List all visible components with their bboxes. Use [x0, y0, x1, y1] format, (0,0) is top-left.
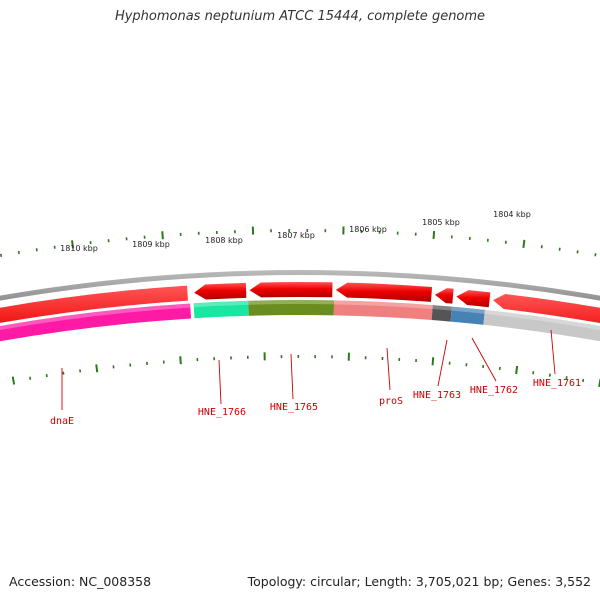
gene-segment-pros[interactable]: [333, 300, 433, 321]
inner-scale-major-tick: [179, 356, 182, 365]
scale-label: 1809 kbp: [132, 240, 170, 249]
outer-scale-major-tick: [161, 231, 164, 240]
gene-labels: dnaE HNE_1766 HNE_1765 proS HNE_1763 HNE_1762…: [50, 329, 581, 427]
forward-strand-genes: [0, 282, 600, 397]
scale-labels: 1804 kbp 1805 kbp 1806 kbp 1807 kbp 1808 kbp…: [60, 210, 531, 253]
inner-scale-major-tick: [11, 376, 16, 385]
gene-label-hne-1763[interactable]: HNE_1763: [413, 390, 461, 401]
forward-gene-arrow-7[interactable]: [493, 294, 600, 397]
outer-scale-minor-tick: [0, 253, 3, 257]
inner-scale-major-tick: [515, 365, 519, 375]
forward-gene-arrow-6[interactable]: [456, 290, 491, 308]
forward-gene-arrow-1[interactable]: [0, 285, 188, 397]
gene-label-dnae[interactable]: dnaE: [50, 416, 74, 427]
forward-gene-arrow-4[interactable]: [335, 282, 433, 302]
genome-backbone: [0, 270, 600, 301]
outer-scale-major-tick: [71, 240, 75, 249]
inner-scale-major-tick: [431, 357, 435, 366]
leader-line-hne-1766: [218, 359, 222, 405]
gene-segment-hne-1761[interactable]: [483, 309, 600, 414]
gene-segment-highlight: [334, 300, 433, 310]
gene-segment-hne-1763[interactable]: [431, 305, 452, 322]
gene-segment-highlight: [193, 300, 249, 308]
leader-line-hne-1761: [550, 329, 556, 375]
gene-segment-hne-1766[interactable]: [193, 300, 249, 319]
gene-label-pros[interactable]: proS: [379, 396, 403, 407]
scale-label: 1804 kbp: [493, 210, 531, 219]
forward-gene-arrow-2[interactable]: [194, 282, 247, 300]
leader-line-hne-1763: [437, 339, 448, 387]
forward-gene-arrow-3[interactable]: [249, 282, 333, 298]
gene-segment-hne-1765[interactable]: [248, 299, 335, 316]
gene-label-hne-1766[interactable]: HNE_1766: [198, 407, 246, 418]
gene-label-hne-1765[interactable]: HNE_1765: [270, 402, 318, 413]
scale-label: 1807 kbp: [277, 231, 315, 240]
gene-segment-highlight: [484, 309, 600, 331]
genome-summary-text: Topology: circular; Length: 3,705,021 bp…: [247, 574, 591, 589]
page-title: Hyphomonas neptunium ATCC 15444, complet…: [114, 9, 486, 24]
outer-scale-major-tick: [432, 230, 436, 240]
gene-segment-highlight: [0, 303, 191, 331]
gene-label-hne-1761[interactable]: HNE_1761: [533, 378, 581, 389]
gene-segment-highlight: [432, 305, 452, 311]
scale-ticks: [0, 226, 600, 387]
leader-line-pros: [386, 347, 391, 391]
leader-line-hne-1765: [290, 353, 294, 400]
gene-segment-highlight: [451, 306, 485, 314]
gene-segment-highlight: [248, 299, 335, 305]
leader-line-hne-1762: [471, 337, 497, 382]
genome-backbone-ring: [0, 270, 600, 301]
inner-scale-major-tick: [95, 364, 99, 373]
outer-scale-major-tick: [522, 239, 526, 248]
gene-segment-hne-1762[interactable]: [450, 306, 485, 325]
gene-segment-dnae[interactable]: [0, 303, 192, 413]
reverse-strand-genes: [0, 299, 600, 414]
scale-label: 1808 kbp: [205, 236, 243, 245]
forward-gene-arrow-5[interactable]: [435, 288, 454, 304]
scale-label: 1810 kbp: [60, 244, 98, 253]
accession-text: Accession: NC_008358: [9, 574, 152, 589]
inner-scale-minor-tick: [582, 378, 585, 383]
scale-label: 1805 kbp: [422, 218, 460, 227]
gene-label-hne-1762[interactable]: HNE_1762: [470, 385, 518, 396]
scale-label: 1806 kbp: [349, 225, 387, 234]
